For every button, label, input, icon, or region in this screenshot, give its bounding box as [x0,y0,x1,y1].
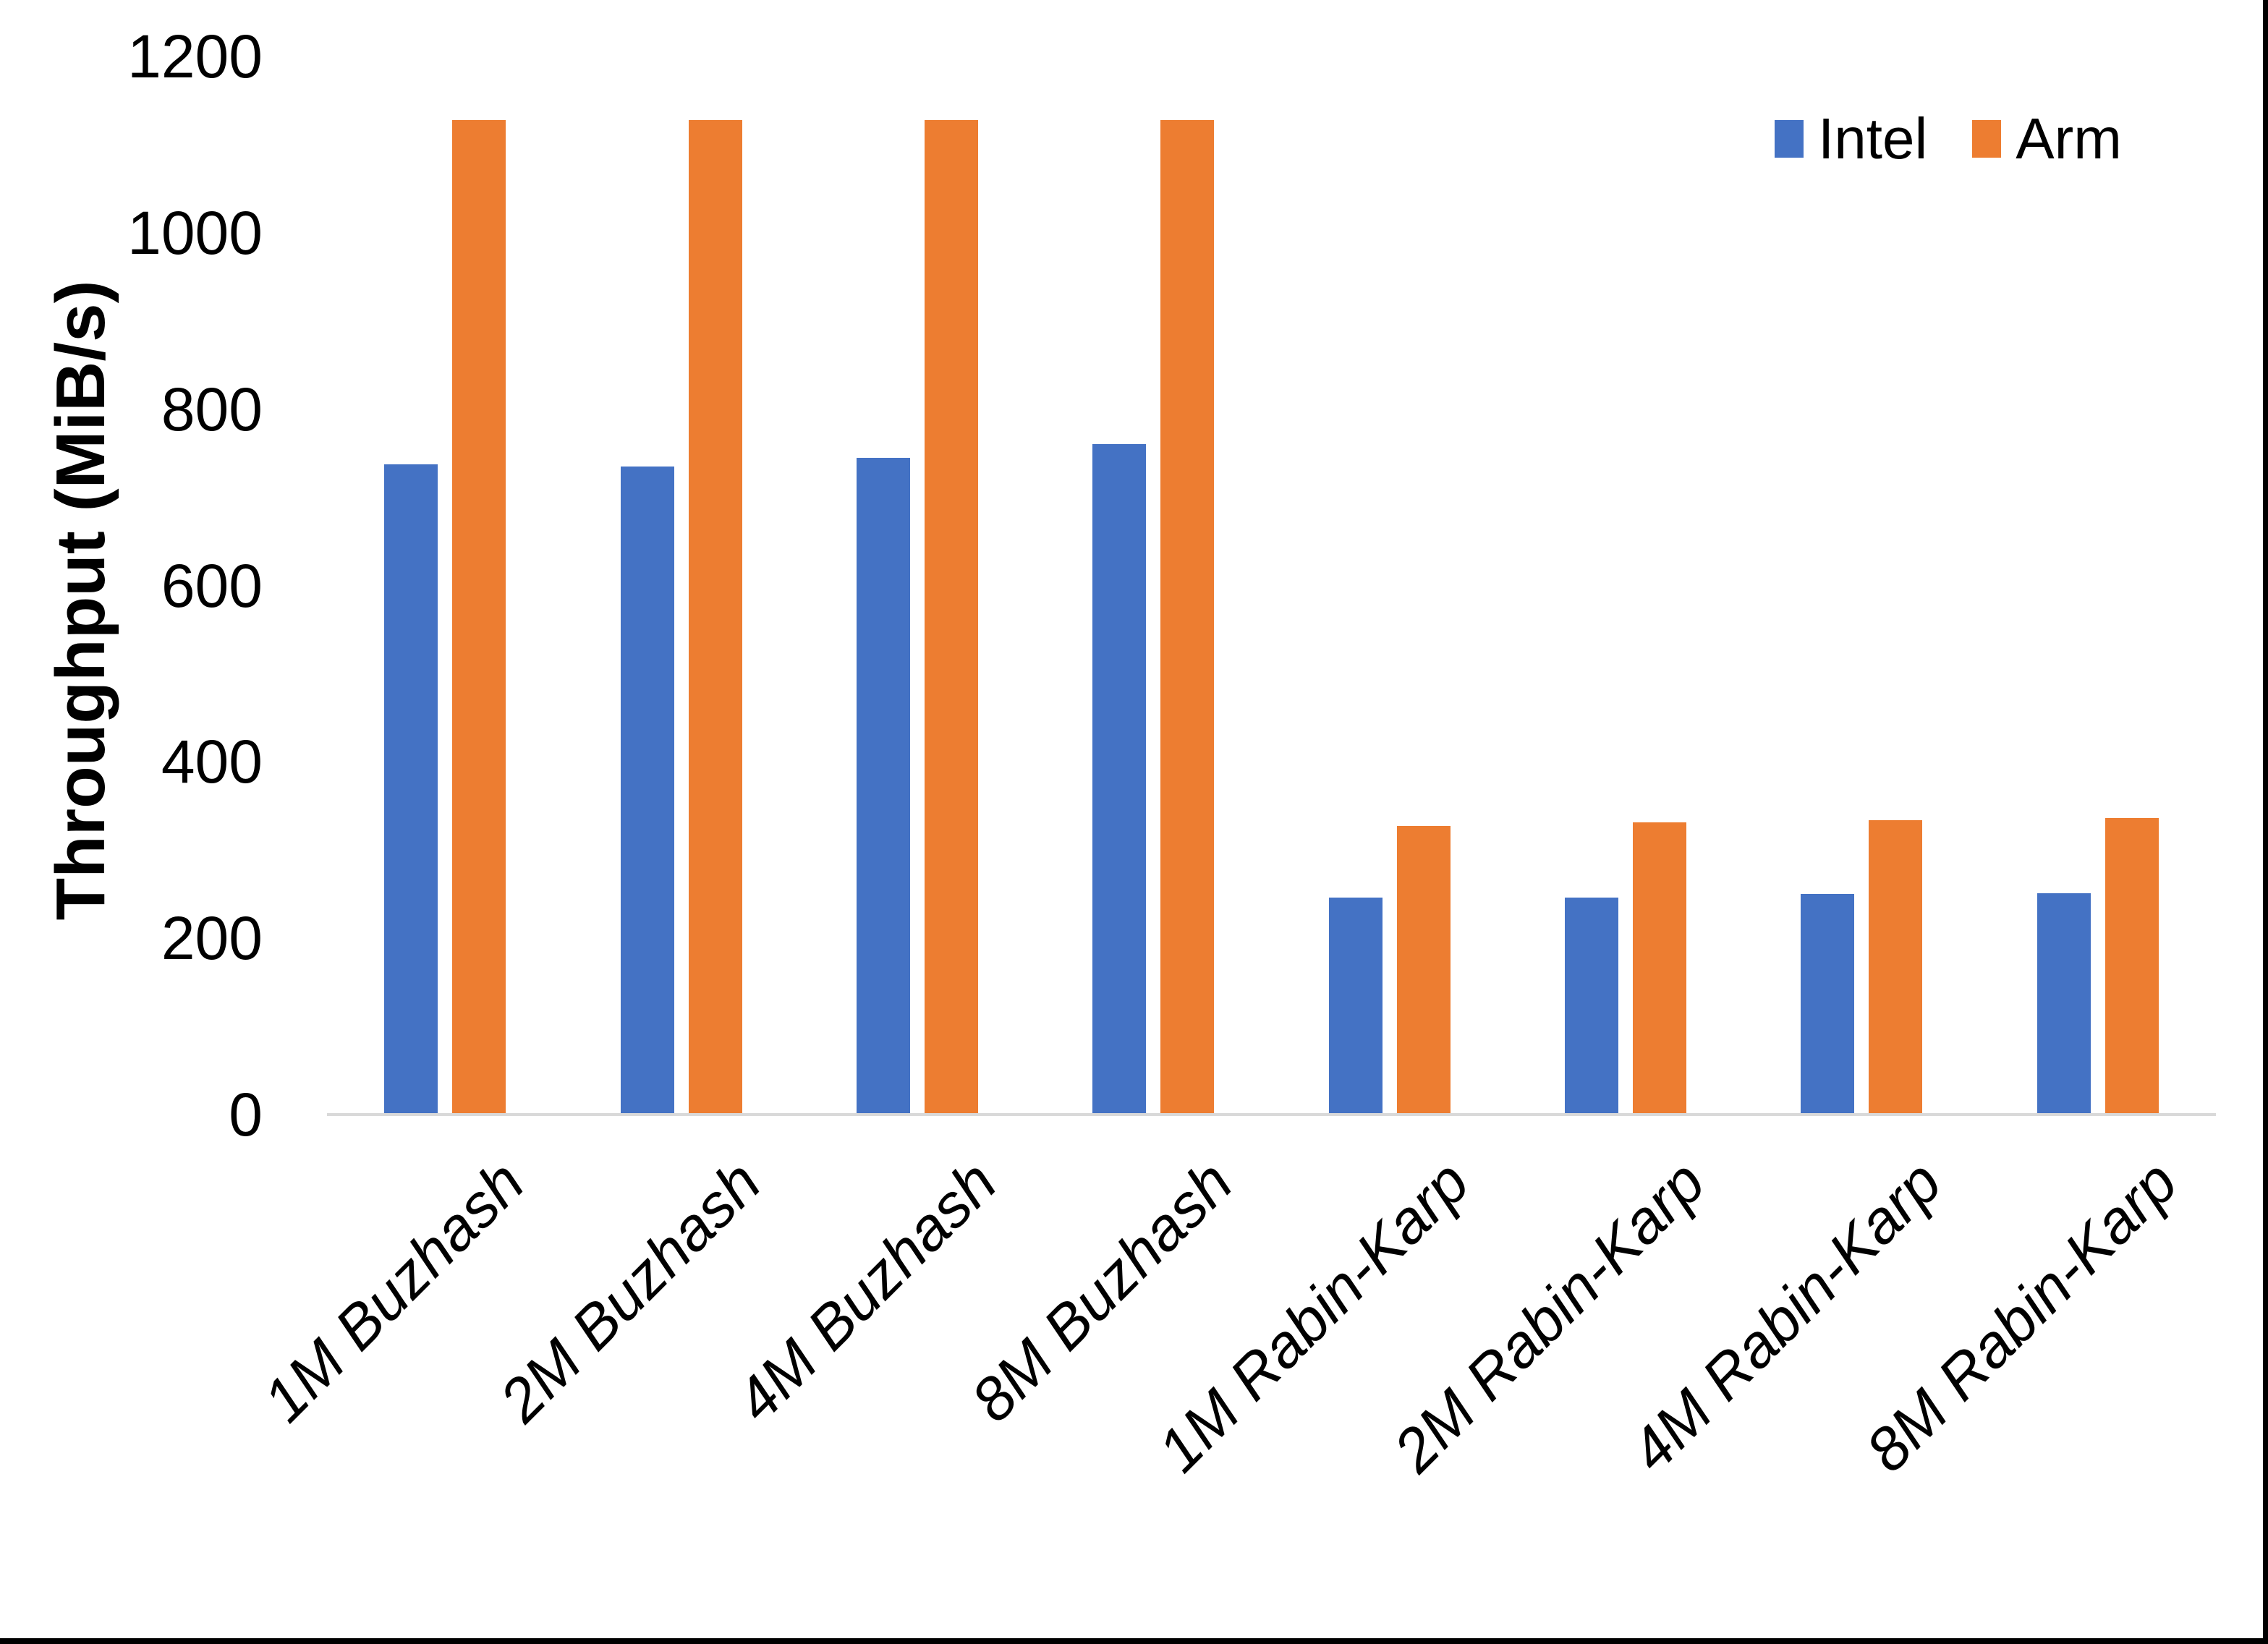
x-category-label: 2M Rabin-Karp [1380,1147,1718,1485]
arm-bar [1633,822,1687,1115]
intel-bar [620,467,674,1115]
x-category-label: 1M Rabin-Karp [1144,1147,1482,1485]
intel-bar [1328,898,1383,1115]
y-tick-label: 400 [161,728,263,796]
arm-bar [1396,826,1451,1115]
x-category-label: 8M Rabin-Karp [1853,1147,2190,1485]
legend-label-arm: Arm [2016,106,2122,171]
y-axis-tick-labels: 1200 1000 800 600 400 200 0 [0,0,263,1644]
intel-bar [1092,444,1147,1115]
arm-bar [2105,818,2159,1115]
screenshot-bottom-border [0,1638,2268,1644]
intel-bar [384,464,438,1115]
legend-item-arm: Arm [1972,110,2122,168]
plot-area [327,56,2216,1115]
category-group [327,56,563,1115]
intel-series-swatch [1775,120,1804,158]
arm-bar [1160,120,1215,1115]
arm-bar [1869,820,1923,1115]
legend-item-intel: Intel [1775,110,1927,168]
y-tick-label: 1200 [127,22,263,90]
arm-bar [924,120,978,1115]
x-category-label: 4M Rabin-Karp [1616,1147,1954,1485]
intel-bar [2036,893,2091,1115]
category-group [799,56,1035,1115]
category-group [1744,56,1979,1115]
category-group [1035,56,1271,1115]
y-tick-label: 800 [161,375,263,443]
category-group [1508,56,1744,1115]
x-category-label: 1M Buzhash [250,1147,538,1435]
arm-bar [452,120,506,1115]
screenshot-right-border [2263,0,2268,1644]
y-tick-label: 0 [229,1081,263,1149]
intel-bar [1565,898,1619,1115]
category-group [563,56,799,1115]
intel-bar [1801,894,1855,1115]
y-tick-label: 600 [161,551,263,620]
y-tick-label: 200 [161,904,263,973]
category-group [1272,56,1508,1115]
arm-series-swatch [1972,120,2002,158]
x-category-label: 4M Buzhash [722,1147,1010,1435]
intel-bar [856,458,910,1115]
legend-label-intel: Intel [1818,106,1928,171]
category-group [1980,56,2216,1115]
x-category-label: 2M Buzhash [486,1147,773,1435]
legend: Intel Arm [1775,110,2122,168]
x-axis-line [327,1113,2216,1116]
y-tick-label: 1000 [127,198,263,267]
x-category-label: 8M Buzhash [958,1147,1246,1435]
arm-bar [688,120,742,1115]
